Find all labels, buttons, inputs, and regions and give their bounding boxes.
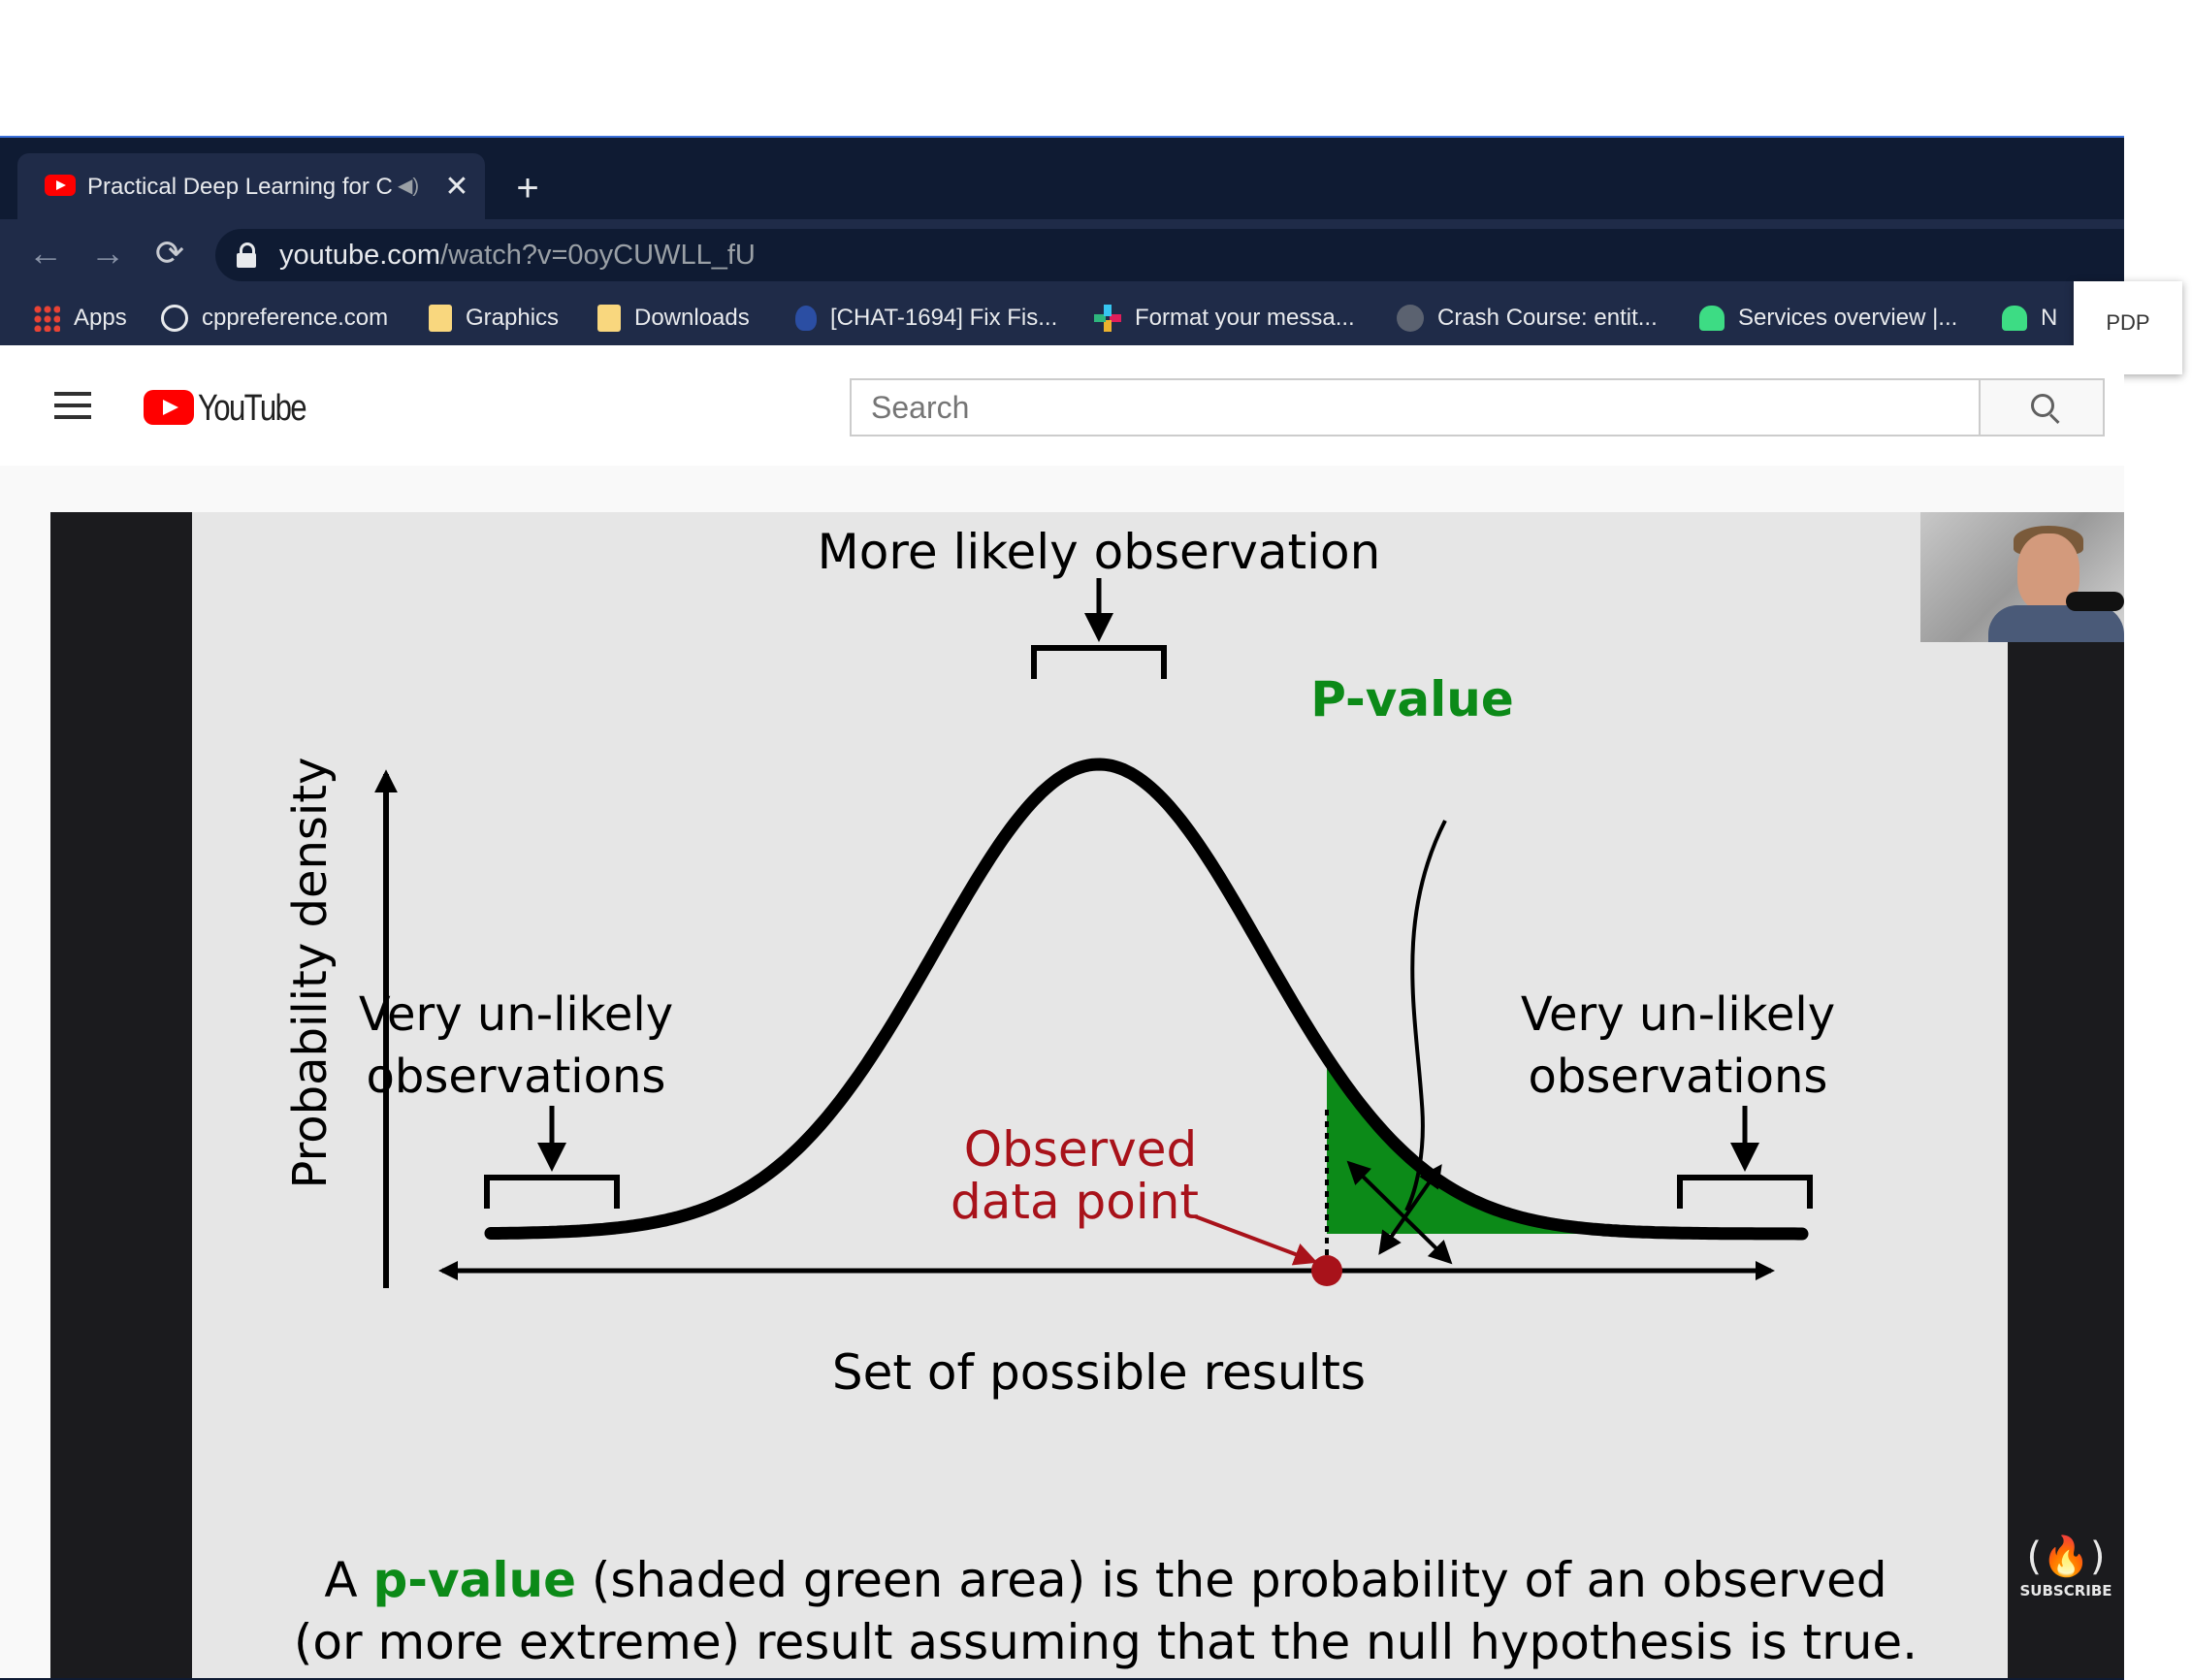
android-icon — [1699, 306, 1725, 331]
bookmark-graphics[interactable]: Graphics — [429, 299, 559, 338]
youtube-favicon-icon — [45, 175, 76, 196]
bookmark-n[interactable]: N — [2002, 299, 2057, 338]
folder-icon — [597, 305, 621, 332]
search-button[interactable] — [1979, 378, 2105, 436]
right-tail-bracket — [1677, 1175, 1813, 1209]
android-icon — [2002, 306, 2027, 331]
pvalue-diagram: More likely observation Probability dens… — [283, 524, 1918, 1670]
search-icon — [2031, 394, 2054, 417]
caption-pvalue-highlight: p-value — [372, 1552, 576, 1608]
left-tail-label-2: observations — [367, 1050, 666, 1104]
bookmark-downloads[interactable]: Downloads — [597, 299, 750, 338]
subscribe-label: SUBSCRIBE — [2019, 1582, 2112, 1599]
top-label: More likely observation — [818, 524, 1381, 580]
y-axis-label: Probability density — [283, 758, 338, 1189]
subscribe-watermark[interactable]: (🔥) SUBSCRIBE — [2017, 1533, 2114, 1610]
observed-label-2: data point — [951, 1174, 1199, 1230]
cppreference-icon — [161, 305, 188, 332]
tab-active[interactable]: Practical Deep Learning for C ◀) ✕ — [17, 153, 485, 219]
left-tail-label-1: Very un-likely — [359, 987, 673, 1042]
slack-icon — [1094, 305, 1121, 332]
peak-bracket — [1031, 645, 1167, 679]
browser-toolbar: ← → ⟳ youtube.com/watch?v=0oyCUWLL_fU — [0, 219, 2124, 289]
x-axis-label: Set of possible results — [832, 1344, 1366, 1401]
reload-button[interactable]: ⟳ — [154, 233, 185, 273]
bookmark-chat-1694[interactable]: [CHAT-1694] Fix Fis... — [795, 299, 1057, 338]
new-tab-button[interactable]: + — [516, 167, 539, 210]
tab-close-button[interactable]: ✕ — [444, 171, 469, 203]
github-icon — [1397, 305, 1424, 332]
bookmark-format-message[interactable]: Format your messa... — [1094, 299, 1355, 338]
youtube-logo-text[interactable]: YouTube — [198, 388, 307, 429]
menu-icon[interactable] — [54, 392, 91, 419]
bookmarks-bar: Apps cppreference.com Graphics Downloads… — [0, 289, 2124, 347]
observed-label-1: Observed — [964, 1121, 1198, 1178]
address-url[interactable]: youtube.com/watch?v=0oyCUWLL_fU — [279, 240, 756, 271]
presenter-webcam — [1920, 512, 2124, 642]
pvalue-label: P-value — [1310, 671, 1514, 727]
apps-grid-icon — [33, 305, 60, 332]
microphone-icon — [2066, 592, 2124, 611]
caption-line-1: A p-value (shaded green area) is the pro… — [324, 1552, 1886, 1608]
caption-line-2: (or more extreme) result assuming that t… — [294, 1614, 1918, 1670]
bookmark-services-overview[interactable]: Services overview |... — [1699, 299, 1957, 338]
lecture-slide: More likely observation Probability dens… — [192, 512, 2008, 1678]
observed-data-point — [1311, 1255, 1342, 1286]
freecodecamp-icon: (🔥) — [2026, 1535, 2106, 1579]
pvalue-double-arrow-b — [1378, 1164, 1442, 1255]
left-tail-bracket — [484, 1175, 620, 1209]
jira-bug-icon — [795, 306, 817, 331]
bookmark-cppreference[interactable]: cppreference.com — [161, 299, 388, 338]
tab-title: Practical Deep Learning for C — [87, 174, 393, 200]
youtube-logo-icon[interactable] — [144, 390, 194, 425]
right-tail-label-2: observations — [1529, 1050, 1828, 1104]
folder-icon — [429, 305, 452, 332]
youtube-header: YouTube — [0, 345, 2124, 466]
observed-pointer — [1194, 1214, 1318, 1266]
right-tail-label-1: Very un-likely — [1521, 987, 1835, 1042]
youtube-page: YouTube — [0, 345, 2124, 1678]
back-button[interactable]: ← — [28, 233, 63, 273]
address-bar[interactable]: youtube.com/watch?v=0oyCUWLL_fU — [215, 229, 2124, 281]
bookmark-apps[interactable]: Apps — [33, 299, 127, 338]
search-input[interactable] — [850, 378, 1981, 436]
video-player[interactable]: More likely observation Probability dens… — [50, 512, 2124, 1678]
bell-curve — [484, 758, 1809, 1241]
tab-strip: Practical Deep Learning for C ◀) ✕ + — [0, 138, 2124, 219]
forward-button[interactable]: → — [90, 233, 125, 273]
lock-icon[interactable] — [237, 242, 256, 268]
speaker-icon[interactable]: ◀) — [398, 176, 420, 197]
bookmark-crash-course[interactable]: Crash Course: entit... — [1397, 299, 1658, 338]
